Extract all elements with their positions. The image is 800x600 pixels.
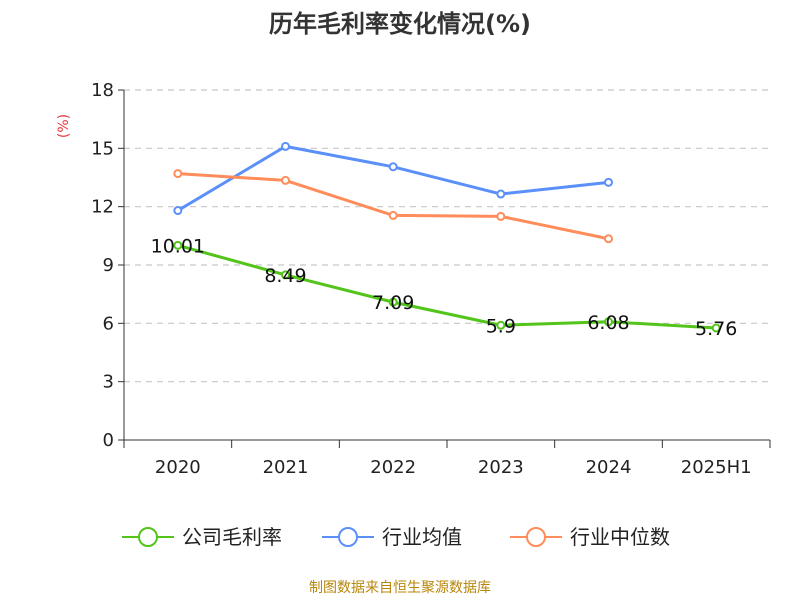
gridlines (124, 89, 770, 383)
data-point (604, 317, 613, 327)
data-label: 7.09 (372, 292, 414, 314)
y-tick-label: 18 (91, 80, 114, 101)
legend-label: 行业均值 (382, 525, 462, 549)
data-point (496, 189, 506, 199)
x-tick-label: 2025H1 (681, 457, 752, 478)
data-point (604, 177, 613, 187)
data-label: 6.08 (587, 312, 629, 334)
data-point (173, 240, 183, 250)
legend-item[interactable]: 行业中位数 (510, 525, 670, 549)
series-lines (173, 141, 721, 333)
legend-item[interactable]: 行业均值 (322, 525, 462, 549)
series-line (177, 243, 717, 330)
x-tick-label: 2023 (478, 457, 524, 478)
legend-label: 公司毛利率 (182, 525, 282, 549)
data-source-note: 制图数据来自恒生聚源数据库 (309, 580, 491, 596)
data-point (711, 323, 721, 333)
data-label: 5.9 (486, 315, 516, 337)
data-labels: 10.01 8.49 7.09 5.9 6.08 5.76 (151, 235, 738, 340)
legend-marker-icon (526, 527, 546, 547)
x-tick-label: 2021 (263, 457, 309, 478)
legend-marker-icon (138, 527, 158, 547)
legend-label: 行业中位数 (570, 525, 670, 549)
chart-title: 历年毛利率变化情况(%) (269, 10, 531, 38)
data-point (281, 141, 290, 151)
data-point (604, 234, 613, 244)
x-tick-label: 2024 (586, 457, 632, 478)
data-point (496, 211, 506, 221)
data-point (173, 169, 183, 179)
legend-item[interactable]: 公司毛利率 (122, 525, 282, 549)
data-point (496, 320, 506, 330)
y-tick-label: 15 (91, 138, 114, 159)
data-point (281, 270, 290, 280)
y-tick-label: 12 (91, 197, 114, 218)
y-axis-label: (%) (56, 114, 72, 138)
legend[interactable]: 公司毛利率 行业均值 行业中位数 (122, 525, 670, 549)
data-point (173, 206, 183, 216)
x-tick-label: 2022 (370, 457, 416, 478)
data-label: 5.76 (695, 318, 737, 340)
axes: 0 3 6 9 12 15 18 2020 2021 2022 2023 2024 2025H1 (91, 80, 771, 478)
data-point (281, 175, 290, 185)
x-tick-label: 2020 (155, 457, 201, 478)
data-label: 8.49 (264, 265, 306, 287)
data-point (388, 210, 398, 220)
data-point (388, 162, 398, 172)
y-tick-label: 6 (103, 313, 114, 334)
y-tick-label: 0 (103, 430, 114, 451)
data-point (388, 297, 398, 307)
y-tick-label: 3 (103, 372, 114, 393)
data-label: 10.01 (151, 235, 205, 257)
y-tick-label: 9 (103, 255, 114, 276)
legend-marker-icon (338, 527, 358, 547)
